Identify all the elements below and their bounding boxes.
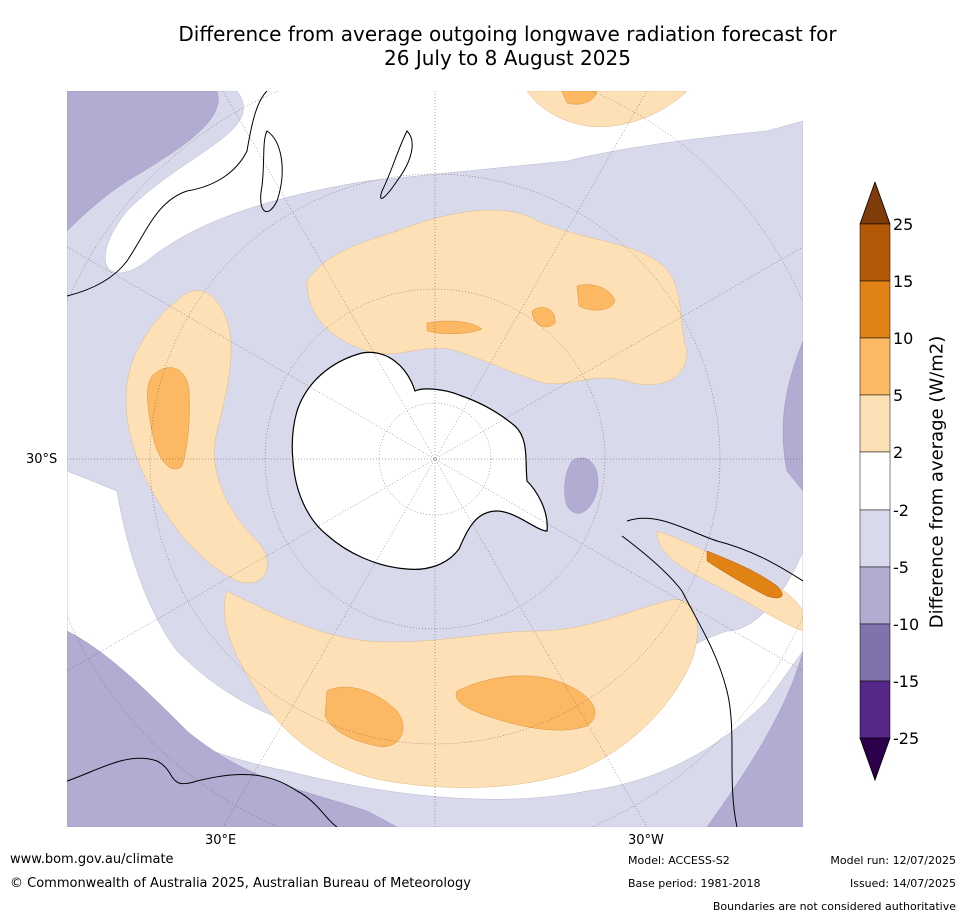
colorbar [859,182,891,782]
colorbar-segment-m15-m25 [859,680,891,739]
colorbar-segment-neutral [859,451,891,511]
disclaimer-text: Boundaries are not considered authoritat… [712,900,956,913]
new-zealand [380,130,413,199]
lat-label-30s: 30°S [26,452,58,467]
polar-map [67,91,803,827]
website-link[interactable]: www.bom.gov.au/climate [10,852,174,867]
olr-region-orange-south-a [324,686,404,748]
colorbar-tick-25: 25 [893,215,914,234]
colorbar-segment-m2-m5 [859,509,891,568]
olr-region-orange-south-b [455,675,596,731]
colorbar-tick-2: 2 [893,443,904,462]
olr-region-orange-top [561,91,598,105]
issued-text: Issued: 14/07/2025 [849,877,956,890]
antarctica-coastline [291,351,548,570]
australia-coastline [67,757,338,827]
colorbar-segment-5-10 [859,337,891,396]
colorbar-segment-2-5 [859,394,891,453]
colorbar-segment-10-15 [859,280,891,339]
model-text: Model: ACCESS-S2 [628,854,730,867]
lon-label-30w: 30°W [628,833,664,848]
colorbar-segment-m5-m10 [859,566,891,625]
title-line-1: Difference from average outgoing longwav… [178,22,837,46]
colorbar-tick-m15: -15 [893,672,920,691]
graticule [67,91,803,827]
colorbar-tick-m2: -2 [893,501,909,520]
olr-region-light-orange-indian [125,290,268,584]
colorbar-title: Difference from average (W/m2) [926,335,948,629]
olr-region-orange-pacific-b [531,307,556,328]
colorbar-extend-bottom [859,737,891,782]
olr-region-orange-chile [706,550,783,599]
colorbar-extend-top [859,182,891,225]
title-line-2: 26 July to 8 August 2025 [384,46,631,70]
colorbar-tick-m5: -5 [893,558,909,577]
madagascar [260,130,283,213]
colorbar-tick-15: 15 [893,272,914,291]
colorbar-tick-m25: -25 [893,729,920,748]
map-title: Difference from average outgoing longwav… [90,22,925,70]
olr-region-orange-pacific-c [426,320,483,334]
model-run-text: Model run: 12/07/2025 [830,854,956,867]
colorbar-tick-5: 5 [893,386,904,405]
base-period-text: Base period: 1981-2018 [628,877,761,890]
colorbar-tick-10: 10 [893,329,914,348]
olr-region-medium-purple-se [706,650,803,827]
colorbar-tick-m10: -10 [893,615,920,634]
olr-region-medium-purple-nw [67,91,219,232]
olr-region-medium-purple-e [782,340,803,492]
copyright-text: © Commonwealth of Australia 2025, Austra… [10,876,471,891]
colorbar-segment-m10-m15 [859,623,891,682]
olr-region-orange-indian [147,367,190,470]
olr-region-medium-purple-sw [67,630,398,827]
olr-region-orange-pacific-a [576,284,616,311]
lon-label-30e: 30°E [205,833,237,848]
africa-coastline [67,91,268,297]
colorbar-segment-15-25 [859,223,891,282]
south-america-coastline [621,517,803,827]
olr-region-medium-purple-pac [564,457,599,514]
olr-region-light-orange-pacific [306,209,688,385]
